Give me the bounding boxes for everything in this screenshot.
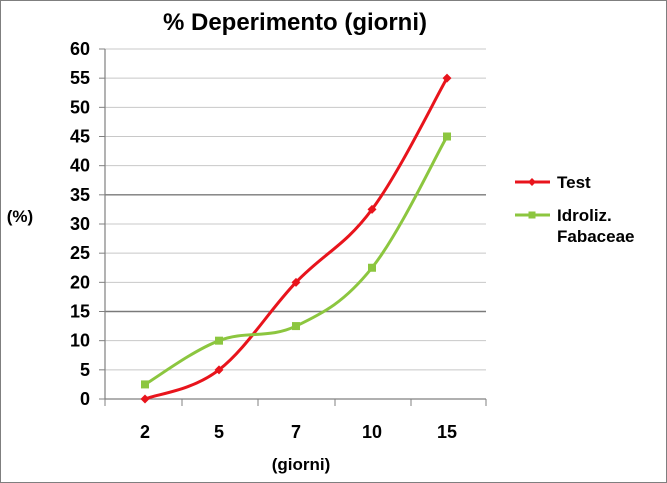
data-point xyxy=(140,394,150,404)
series-idroliz-fabaceae xyxy=(141,132,451,389)
legend: Test Idroliz. Fabaceae xyxy=(515,173,635,246)
x-tick-labels: 2 5 7 10 15 xyxy=(140,422,457,442)
data-point xyxy=(368,263,376,272)
y-tick-labels: 0 5 10 15 20 25 30 35 40 45 50 55 60 xyxy=(70,39,90,409)
chart-title: % Deperimento (giorni) xyxy=(163,9,427,36)
y-tick-label: 55 xyxy=(70,68,90,88)
legend-label: Idroliz. Fabaceae xyxy=(557,206,635,246)
data-point xyxy=(442,73,452,83)
x-tick-label: 5 xyxy=(214,422,224,442)
legend-marker xyxy=(528,211,536,219)
x-tick-label: 15 xyxy=(437,422,457,442)
data-point xyxy=(215,336,223,345)
y-tick-label: 30 xyxy=(70,214,90,234)
y-tick-label: 15 xyxy=(70,302,90,322)
data-point xyxy=(141,380,149,389)
x-tick-label: 7 xyxy=(291,422,301,442)
axes xyxy=(104,49,487,406)
series-test xyxy=(140,73,452,404)
data-point xyxy=(291,277,301,287)
legend-label: Test xyxy=(557,173,591,192)
grid-lines xyxy=(99,48,486,400)
y-axis-label: (%) xyxy=(7,207,33,226)
x-axis-label: (giorni) xyxy=(272,455,331,474)
y-tick-label: 20 xyxy=(70,272,90,292)
y-tick-label: 40 xyxy=(70,156,90,176)
x-tick-label: 2 xyxy=(140,422,150,442)
series-lines xyxy=(140,73,452,404)
y-tick-label: 5 xyxy=(80,360,90,380)
series-line xyxy=(144,135,449,386)
y-tick-label: 25 xyxy=(70,243,90,263)
legend-item: Test xyxy=(515,173,591,192)
data-point xyxy=(367,204,377,214)
data-point xyxy=(443,132,451,141)
data-point xyxy=(292,322,300,331)
data-point xyxy=(214,365,224,375)
legend-marker xyxy=(528,178,536,186)
y-tick-label: 35 xyxy=(70,185,90,205)
series-line xyxy=(144,77,449,401)
x-tick-label: 10 xyxy=(362,422,382,442)
legend-item: Idroliz. Fabaceae xyxy=(515,206,635,246)
y-tick-label: 50 xyxy=(70,97,90,117)
y-tick-label: 10 xyxy=(70,331,90,351)
y-tick-label: 0 xyxy=(80,389,90,409)
y-tick-label: 60 xyxy=(70,39,90,59)
y-tick-label: 45 xyxy=(70,127,90,147)
